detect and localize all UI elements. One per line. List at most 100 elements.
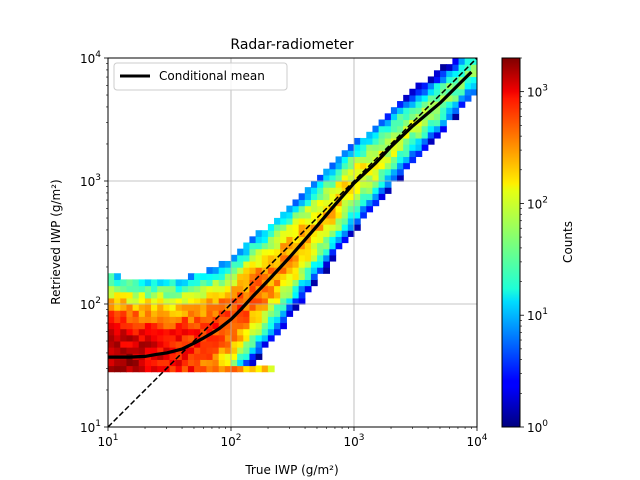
heatmap-cell xyxy=(138,279,146,287)
heatmap-cell xyxy=(243,322,251,330)
heatmap-cell xyxy=(403,156,410,164)
heatmap-cell xyxy=(310,273,318,280)
heatmap-cell xyxy=(317,254,324,262)
heatmap-cell xyxy=(317,230,324,237)
heatmap-cell xyxy=(323,187,330,194)
heatmap-cell xyxy=(304,230,312,237)
heatmap-cell xyxy=(249,316,257,324)
heatmap-cell xyxy=(274,328,281,336)
heatmap-cell xyxy=(323,248,330,256)
heatmap-cell xyxy=(120,291,128,299)
heatmap-cell xyxy=(323,193,330,201)
heatmap-cell xyxy=(163,340,171,348)
heatmap-cell xyxy=(126,359,134,367)
heatmap-cell xyxy=(194,304,201,311)
heatmap-cell xyxy=(409,88,417,96)
heatmap-cell xyxy=(403,144,410,151)
colorbar-tick-label: 103 xyxy=(527,84,548,100)
heatmap-cell xyxy=(446,64,453,71)
heatmap-cell xyxy=(157,334,164,342)
heatmap-cell xyxy=(415,107,423,114)
heatmap-cell xyxy=(390,113,398,121)
heatmap-cell xyxy=(231,365,238,373)
heatmap-cell xyxy=(372,174,380,182)
heatmap-cell xyxy=(341,236,349,244)
heatmap-cell xyxy=(261,322,269,330)
heatmap-cell xyxy=(231,279,238,287)
heatmap-cell xyxy=(231,285,238,293)
heatmap-cell xyxy=(181,328,189,336)
heatmap-cell xyxy=(194,340,201,348)
heatmap-cell xyxy=(132,322,140,330)
heatmap-cell xyxy=(187,291,195,299)
heatmap-cell xyxy=(354,205,361,213)
heatmap-cell xyxy=(126,340,134,348)
heatmap-cell xyxy=(335,217,343,225)
heatmap-cell xyxy=(409,150,417,157)
heatmap-cell xyxy=(169,322,177,330)
heatmap-cell xyxy=(366,150,374,157)
heatmap-cell xyxy=(304,236,312,244)
heatmap-cell xyxy=(194,285,201,293)
heatmap-cell xyxy=(360,137,367,145)
heatmap-cell xyxy=(310,248,318,256)
heatmap-cell xyxy=(440,70,447,78)
heatmap-cell xyxy=(157,304,164,311)
heatmap-cell xyxy=(280,217,287,225)
heatmap-cell xyxy=(409,119,417,127)
heatmap-cell xyxy=(317,193,324,201)
heatmap-cell xyxy=(237,248,244,256)
heatmap-cell xyxy=(341,224,349,231)
heatmap-cell xyxy=(433,76,441,84)
heatmap-cell xyxy=(433,107,441,114)
heatmap-cell xyxy=(347,211,355,219)
heatmap-cell xyxy=(317,187,324,194)
heatmap-cell xyxy=(181,316,189,324)
heatmap-cell xyxy=(224,328,232,336)
heatmap-cell xyxy=(249,273,257,280)
heatmap-cell xyxy=(175,359,183,367)
heatmap-cell xyxy=(255,340,263,348)
heatmap-cell xyxy=(126,310,134,317)
heatmap-cell xyxy=(470,64,477,71)
heatmap-cell xyxy=(464,76,472,84)
heatmap-cell xyxy=(347,168,355,176)
heatmap-cell xyxy=(181,291,189,299)
heatmap-cell xyxy=(360,181,367,188)
heatmap-cell xyxy=(151,310,158,317)
heatmap-cell xyxy=(126,291,134,299)
one-to-one-line xyxy=(108,58,477,427)
heatmap-cell xyxy=(175,291,183,299)
heatmap-cell xyxy=(280,273,287,280)
heatmap-cell xyxy=(108,285,115,293)
heatmap-cell xyxy=(218,285,226,293)
heatmap-cell xyxy=(237,359,244,367)
heatmap-cell xyxy=(292,217,300,225)
heatmap-cell xyxy=(366,205,374,213)
heatmap-cell xyxy=(292,260,300,268)
heatmap-cell xyxy=(108,304,115,311)
heatmap-cell xyxy=(347,217,355,225)
heatmap-cell xyxy=(304,211,312,219)
heatmap-cell xyxy=(175,328,183,336)
heatmap-cell xyxy=(218,291,226,299)
heatmap-cell xyxy=(132,347,140,354)
heatmap-cell xyxy=(464,94,472,102)
heatmap-cell xyxy=(163,359,171,367)
heatmap-cell xyxy=(157,347,164,354)
heatmap-cell xyxy=(249,248,257,256)
heatmap-cell xyxy=(249,353,257,360)
heatmap-cell xyxy=(446,94,453,102)
heatmap-cell xyxy=(237,347,244,354)
heatmap-cell xyxy=(237,334,244,342)
heatmap-cell xyxy=(151,304,158,311)
heatmap-cell xyxy=(292,285,300,293)
heatmap-cell xyxy=(378,131,386,139)
heatmap-cell xyxy=(114,334,121,342)
heatmap-cell xyxy=(354,162,361,170)
heatmap-cell xyxy=(267,334,275,342)
heatmap-cell xyxy=(224,322,232,330)
heatmap-cell xyxy=(452,101,460,108)
heatmap-cell xyxy=(218,273,226,280)
